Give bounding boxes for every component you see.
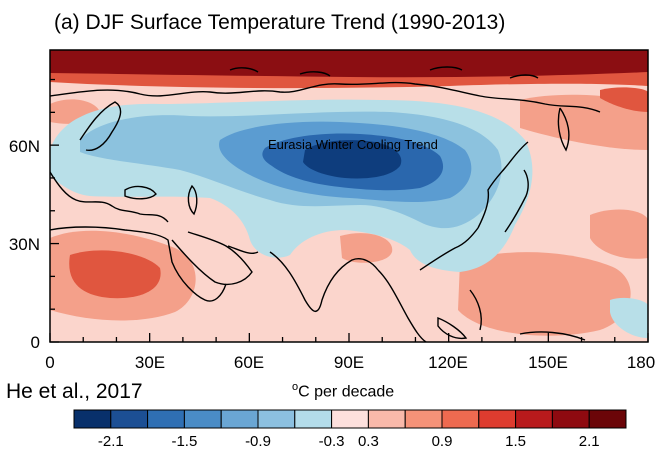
warm-patch-sahara — [69, 250, 161, 299]
degree-superscript: o — [292, 381, 299, 393]
y-tick-label: 0 — [31, 333, 40, 352]
mild-warm-patch-india — [340, 233, 393, 263]
colorbar-swatch — [294, 409, 333, 429]
trend-field — [50, 50, 648, 342]
colorbar — [73, 409, 627, 429]
colorbar-units: oC per decade — [292, 381, 394, 401]
x-axis-ticks — [49, 333, 649, 342]
x-tick-label: 150E — [528, 353, 568, 372]
x-tick-label: 30E — [135, 353, 165, 372]
colorbar-swatch — [441, 409, 480, 429]
colorbar-swatch — [110, 409, 149, 429]
strong-warm-arctic-band — [50, 50, 648, 78]
coastline-kamchatka — [557, 107, 570, 152]
colorbar-swatch — [551, 409, 590, 429]
x-tick-label: 60E — [234, 353, 264, 372]
coastline-black-sea — [124, 185, 157, 200]
coastline-arctic-islands — [229, 66, 539, 79]
mild-warm-patch-west-pacific — [458, 252, 631, 336]
coastline-new-guinea — [519, 331, 586, 341]
colorbar-swatch — [588, 409, 627, 429]
x-tick-label: 90E — [334, 353, 364, 372]
coastline-red-sea-arabia — [171, 231, 253, 286]
x-tick-label: 120E — [428, 353, 468, 372]
colorbar-swatch — [331, 409, 369, 429]
y-axis-ticks — [50, 78, 59, 343]
coastline-scandinavia — [79, 101, 122, 152]
y-tick-label: 30N — [9, 235, 40, 254]
colorbar-swatch — [147, 409, 185, 429]
colorbar-tick-label: 2.1 — [579, 433, 600, 450]
coastline-india — [269, 251, 379, 312]
colorbar-tick-label: 1.5 — [505, 433, 526, 450]
warm-patch-east-siberia — [600, 87, 648, 112]
colorbar-swatch — [515, 409, 553, 429]
colorbar-tick-label: 0.3 — [358, 433, 379, 450]
colorbar-tick-label: -0.3 — [319, 433, 345, 450]
x-tick-label: 180 — [627, 353, 655, 372]
coastline-japan — [504, 169, 529, 233]
coastline-north-africa — [50, 226, 227, 302]
colorbar-tick-label: -2.1 — [98, 433, 124, 450]
mild-warm-patch-northeast-pacific — [520, 94, 648, 150]
colorbar-swatch — [183, 409, 222, 429]
colorbar-tick-label: -0.9 — [245, 433, 271, 450]
y-tick-label: 60N — [9, 137, 40, 156]
core-cooling-region — [303, 140, 402, 179]
coastline-caspian — [187, 184, 198, 216]
colorbar-swatch — [220, 409, 259, 429]
x-tick-label: 0 — [45, 353, 54, 372]
coastline-east-asia — [477, 141, 529, 229]
colorbar-swatch — [257, 409, 296, 429]
citation-credit: He et al., 2017 — [6, 380, 143, 403]
coastline-persian-gulf — [227, 245, 259, 255]
coastline-arctic — [50, 81, 601, 113]
mild-warm-patch-far-east — [590, 209, 648, 259]
units-text: C per decade — [298, 383, 395, 401]
colorbar-tick-label: 0.9 — [432, 433, 453, 450]
colorbar-swatch — [478, 409, 517, 429]
coastline-europe-mediterranean — [50, 171, 169, 223]
weak-cool-patch-southeast-asia — [610, 297, 648, 338]
colorbar-labels: -2.1 -1.5 -0.9 -0.3 0.3 0.9 1.5 2.1 — [98, 433, 600, 450]
figure-title: (a) DJF Surface Temperature Trend (1990-… — [54, 11, 506, 34]
colorbar-tick-label: -1.5 — [171, 433, 197, 450]
coastline-southeast-asia — [377, 227, 479, 342]
colorbar-swatch — [73, 409, 112, 429]
colorbar-swatch — [367, 409, 406, 429]
cooling-annotation: Eurasia Winter Cooling Trend — [268, 137, 438, 152]
coastlines — [50, 66, 601, 342]
colorbar-swatch — [404, 409, 443, 429]
coastline-philippines-borneo — [437, 289, 482, 340]
